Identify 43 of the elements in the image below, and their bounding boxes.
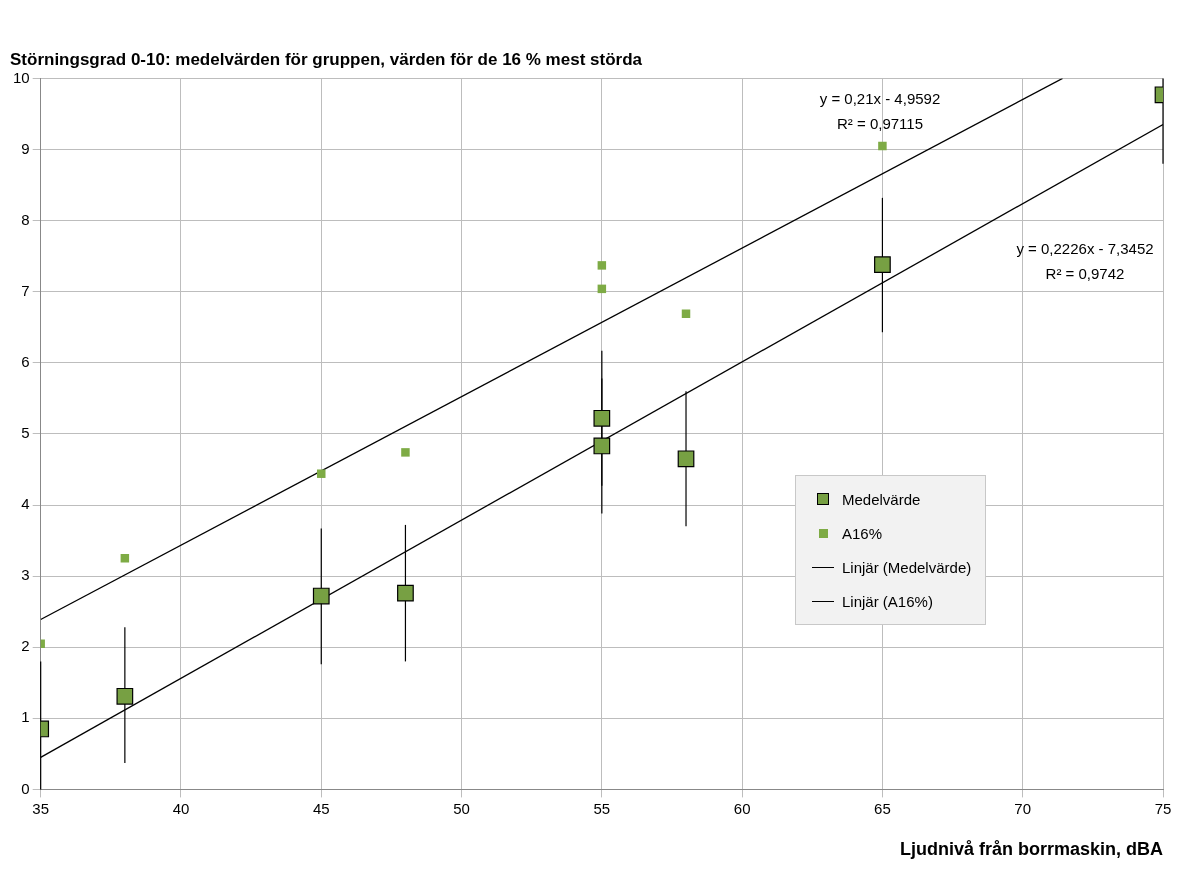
point	[317, 469, 326, 478]
x-tick-label: 55	[593, 799, 611, 817]
legend-label: Linjär (Medelvärde)	[842, 558, 972, 576]
annotation: R² = 0,9742	[1045, 265, 1125, 283]
point	[593, 409, 611, 427]
x-tick-label: 65	[874, 799, 891, 817]
x-tick-label: 45	[312, 799, 330, 817]
point	[397, 584, 414, 602]
x-tick-label: 50	[453, 799, 470, 817]
legend-label: Medelvärde	[842, 490, 921, 508]
y-tick-label: 1	[21, 708, 30, 726]
x-tick-label: 40	[172, 799, 190, 817]
point	[597, 261, 607, 270]
y-tick-label: 7	[21, 281, 30, 299]
point	[116, 687, 134, 705]
x-axis-title: Ljudnivå från borrmaskin, dBA	[899, 839, 1163, 860]
point	[677, 450, 695, 468]
y-tick-label: 2	[21, 637, 30, 655]
point	[878, 141, 887, 151]
point	[120, 554, 130, 563]
y-tick-label: 0	[21, 779, 30, 797]
x-tick-label: 35	[32, 799, 50, 817]
point	[401, 448, 410, 457]
x-tick-label: 75	[1154, 799, 1172, 817]
y-tick-label: 3	[21, 566, 30, 584]
point	[312, 587, 330, 605]
y-tick-label: 9	[21, 139, 30, 157]
annotation: y = 0,2226x - 7,3452	[1016, 240, 1154, 258]
x-tick-label: 70	[1014, 799, 1032, 817]
y-tick-label: 5	[21, 424, 30, 442]
point	[874, 256, 891, 274]
chart-title: Störningsgrad 0-10: medelvärden för gruppen, värden för de 16 % mest störda	[10, 49, 643, 69]
point	[593, 437, 611, 455]
y-tick-label: 6	[21, 352, 30, 370]
legend-label: Linjär (A16%)	[842, 592, 933, 610]
annotation: y = 0,21x - 4,9592	[819, 90, 941, 108]
legend-label: A16%	[842, 524, 883, 542]
y-tick-label: 4	[21, 495, 30, 513]
x-tick-label: 60	[733, 799, 751, 817]
y-tick-label: 8	[21, 210, 30, 228]
annotation: R² = 0,97115	[836, 115, 924, 133]
point	[681, 309, 691, 318]
y-tick-label: 10	[13, 68, 30, 86]
